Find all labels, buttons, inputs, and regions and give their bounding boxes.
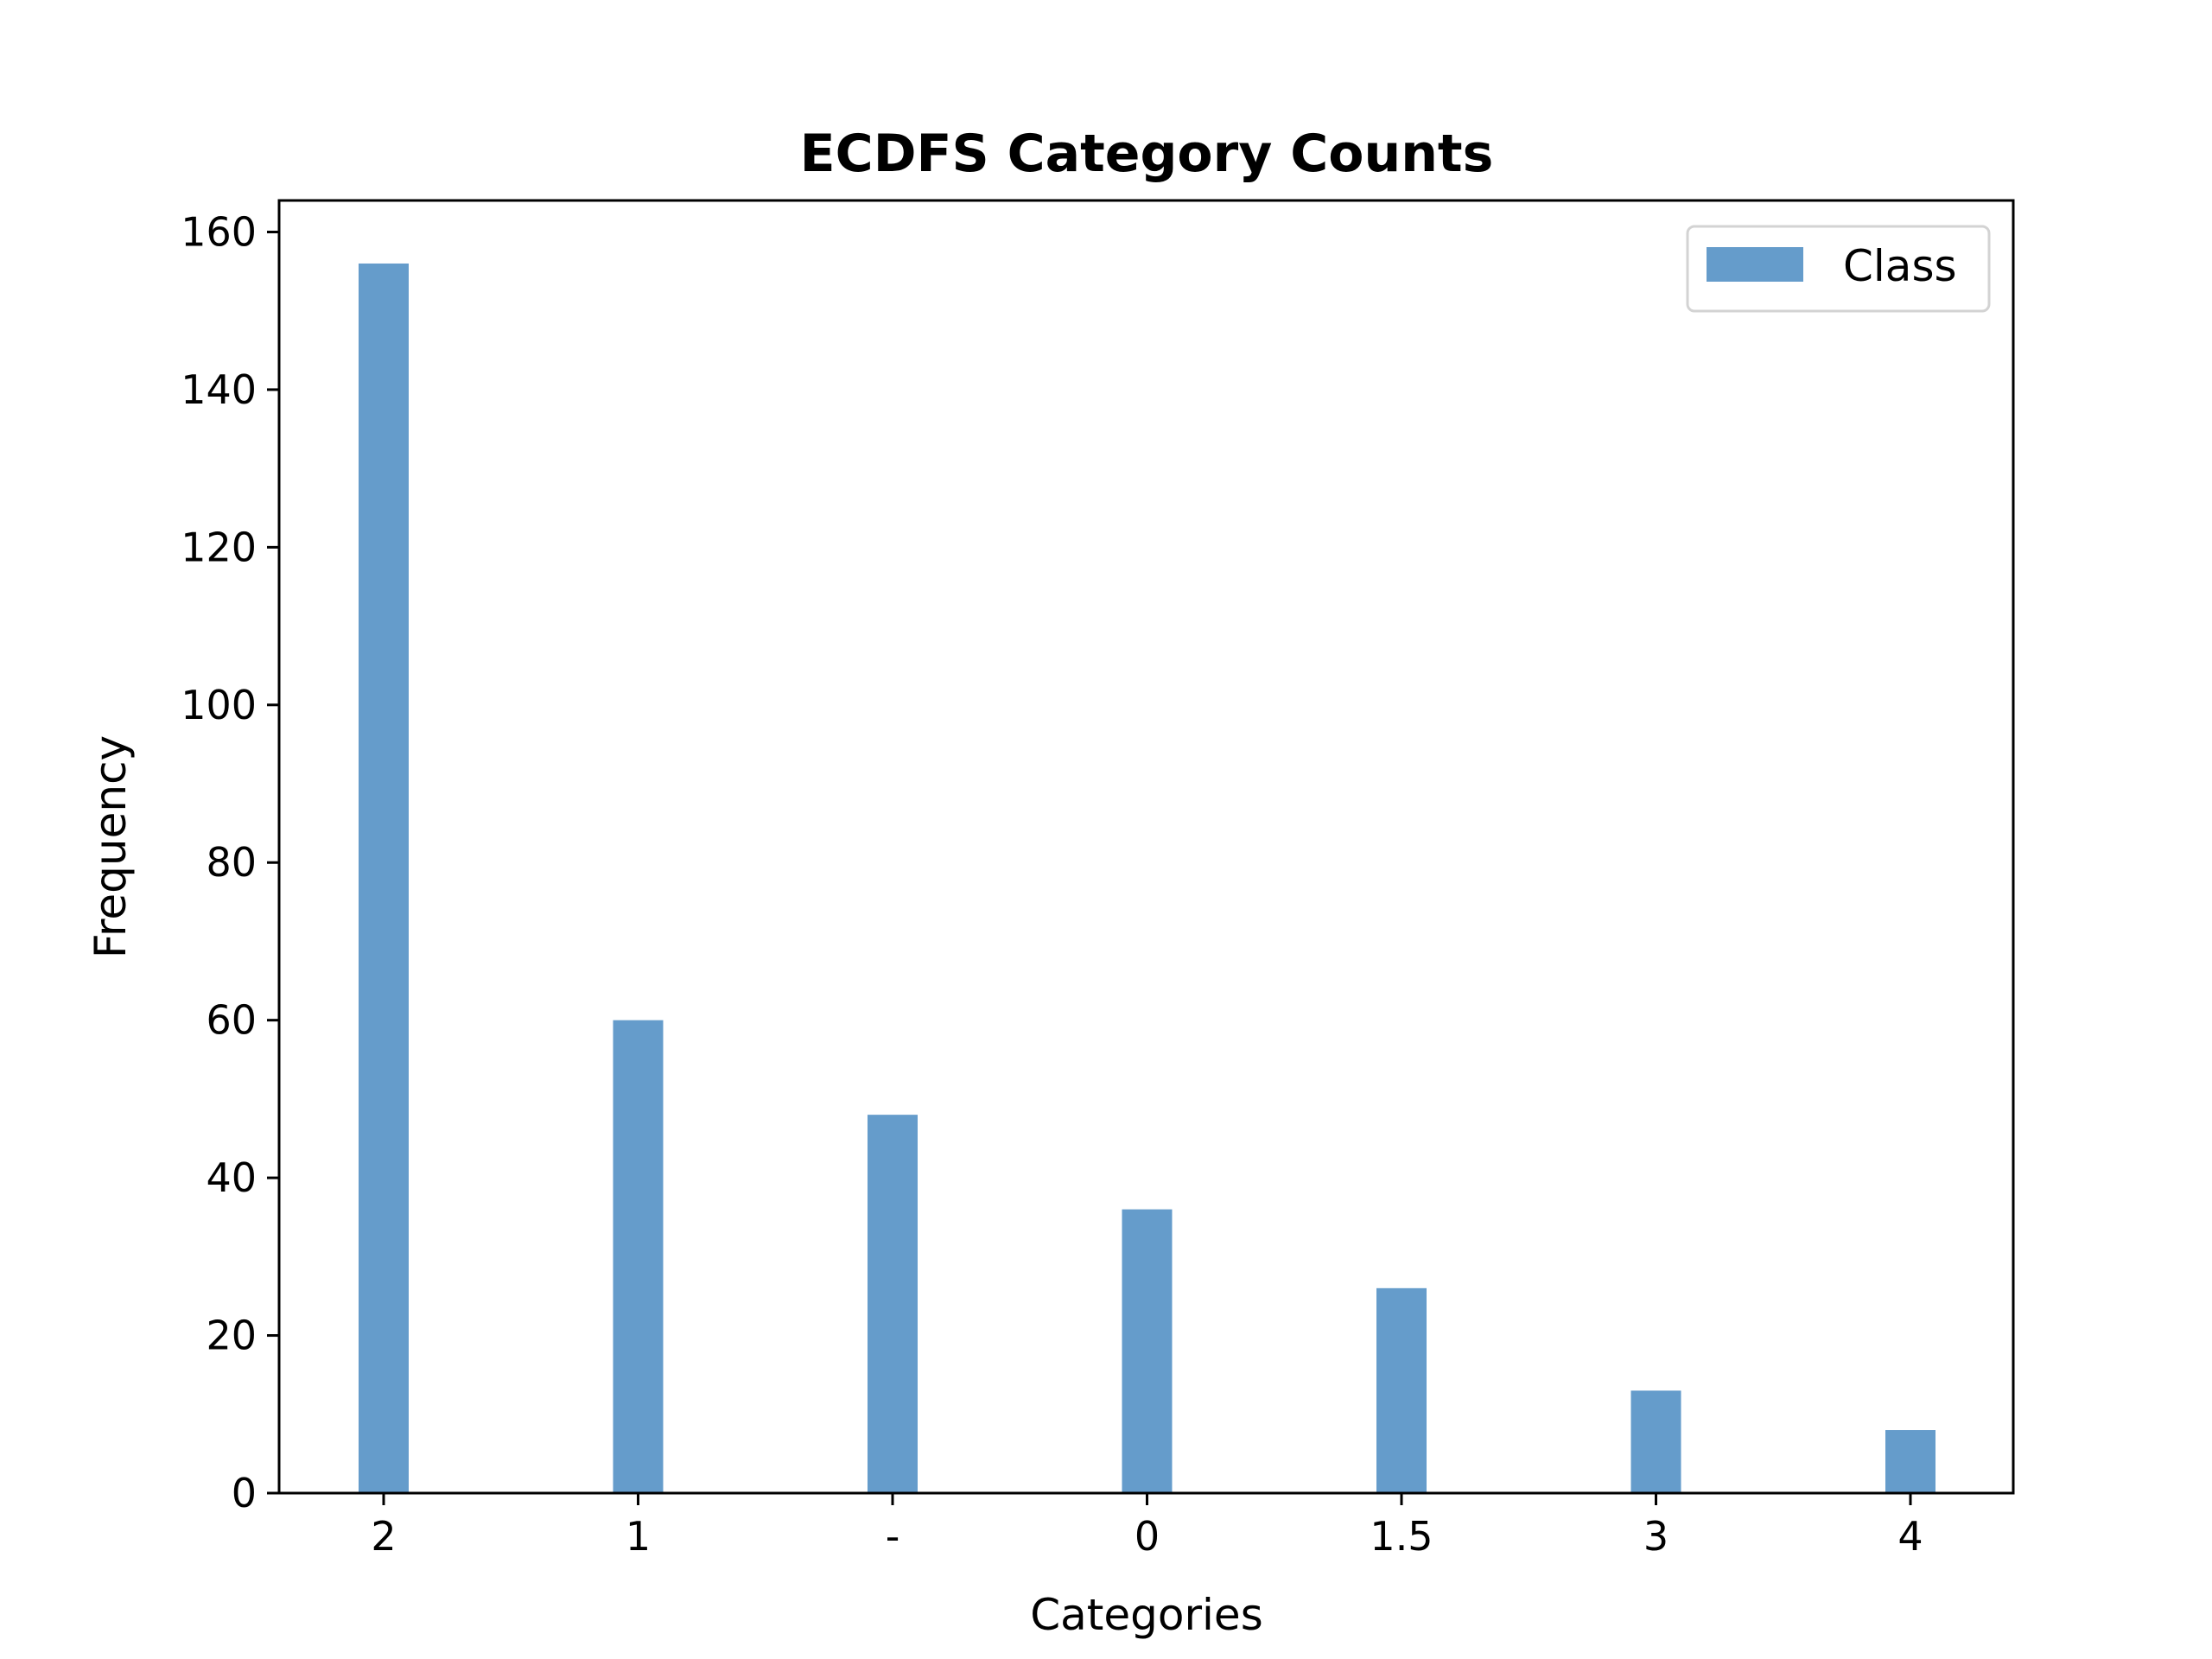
y-tick-label: 40 [206, 1154, 257, 1201]
legend-label-class: Class [1843, 241, 1957, 291]
x-tick-label: 1.5 [1370, 1513, 1433, 1560]
x-tick-label: 4 [1897, 1513, 1923, 1560]
y-axis-label: Frequency [86, 735, 136, 958]
x-tick-label: 1 [626, 1513, 651, 1560]
y-tick-label: 20 [206, 1313, 257, 1359]
x-tick-label: 3 [1643, 1513, 1669, 1560]
y-tick-label: 120 [181, 524, 257, 570]
x-tick-label: 2 [371, 1513, 396, 1560]
legend-swatch-class [1707, 247, 1803, 282]
y-tick-label: 100 [181, 682, 257, 728]
x-axis-ticks: 2 1 - 0 1.5 3 4 [371, 1493, 1923, 1560]
x-axis-label: Categories [1030, 1590, 1263, 1640]
y-tick-label: 0 [232, 1470, 257, 1516]
bar-3 [1630, 1390, 1681, 1493]
x-tick-label: - [886, 1513, 900, 1560]
bar-1.5 [1376, 1287, 1427, 1493]
bar-0 [1122, 1209, 1173, 1493]
legend: Class [1686, 225, 1991, 313]
bar-- [868, 1115, 918, 1493]
y-tick-label: 60 [206, 997, 257, 1044]
bar-4 [1885, 1430, 1936, 1493]
y-tick-label: 140 [181, 366, 257, 413]
x-tick-label: 0 [1135, 1513, 1160, 1560]
chart-title: ECDFS Category Counts [800, 124, 1494, 184]
y-tick-label: 80 [206, 839, 257, 886]
y-axis-ticks: 0 20 40 60 80 100 120 140 160 [181, 208, 279, 1516]
bars-layer [359, 263, 1936, 1494]
y-tick-label: 160 [181, 208, 257, 255]
bar-2 [359, 263, 409, 1494]
bar-1 [613, 1020, 664, 1493]
plot-frame [277, 199, 2015, 1495]
